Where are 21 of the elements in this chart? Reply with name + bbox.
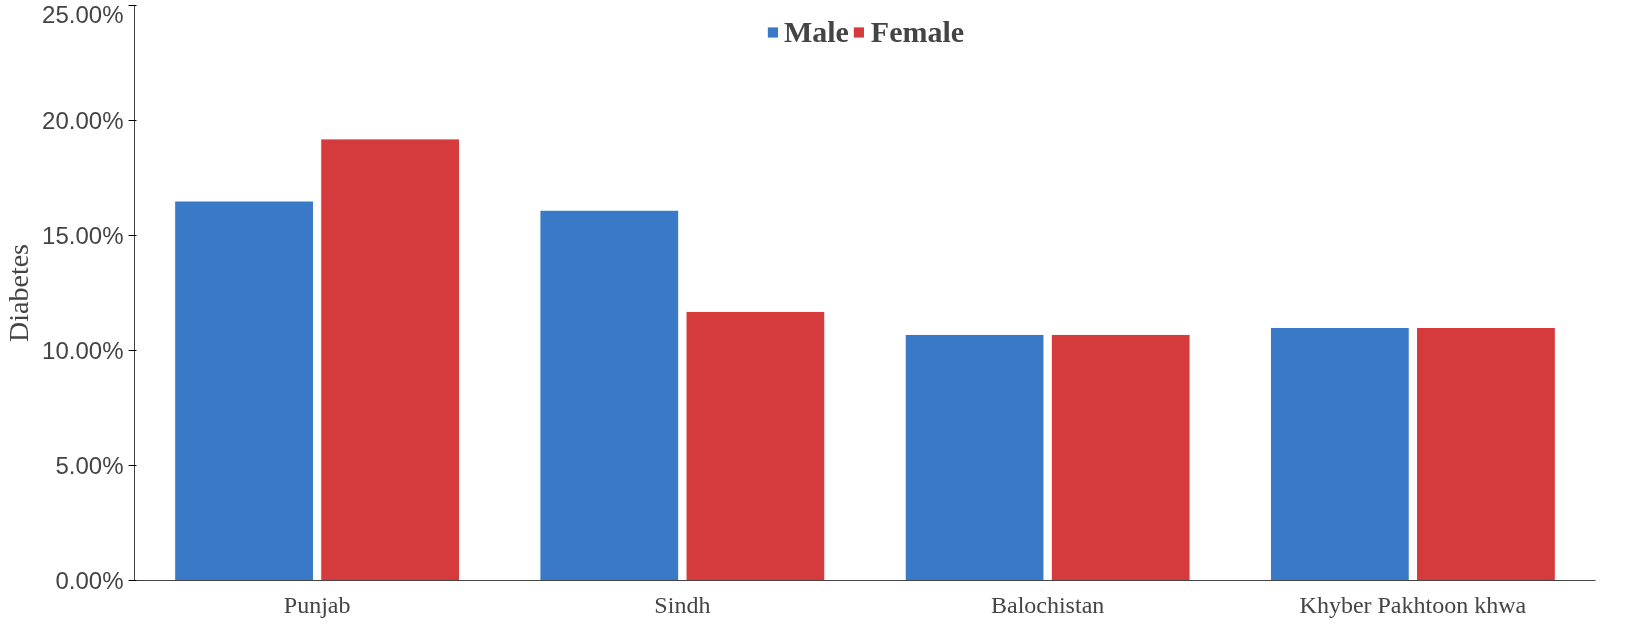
- y-tick-label: 0.00%: [55, 567, 124, 594]
- bar: [320, 138, 461, 581]
- y-tick-label: 10.00%: [42, 337, 124, 364]
- legend-label: Female: [870, 15, 965, 49]
- bar: [174, 200, 314, 581]
- x-tick-label: Balochistan: [990, 591, 1105, 618]
- bar: [539, 209, 680, 581]
- y-tick-label: 20.00%: [42, 107, 124, 134]
- x-tick-label: Sindh: [654, 591, 711, 618]
- bar: [685, 310, 826, 581]
- legend-label: Male: [783, 15, 849, 49]
- x-tick-label: Khyber Pakhtoon khwa: [1299, 591, 1527, 618]
- bar: [904, 333, 1045, 581]
- y-tick-label: 25.00%: [42, 0, 124, 28]
- x-tick-label: Punjab: [283, 591, 351, 618]
- y-axis-title: Diabetes: [3, 244, 35, 342]
- y-tick-label: 5.00%: [55, 452, 124, 479]
- bar: [1269, 327, 1410, 581]
- y-tick-label: 15.00%: [42, 222, 124, 249]
- bar: [1050, 333, 1191, 581]
- bar: [1416, 327, 1556, 581]
